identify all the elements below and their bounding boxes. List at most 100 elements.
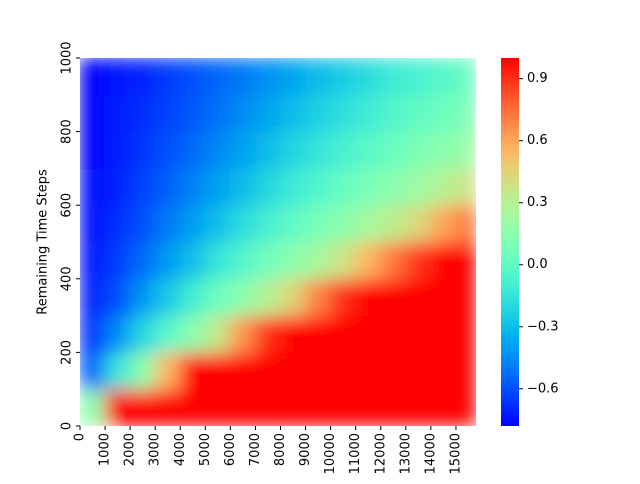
heatmap-cell xyxy=(380,204,407,243)
heatmap-cell xyxy=(355,204,382,243)
x-tick-label: 10000 xyxy=(323,433,338,474)
heatmap-cell xyxy=(204,388,231,426)
heatmap-cell xyxy=(380,351,407,390)
heatmap-cell xyxy=(380,388,407,426)
heatmap-cell xyxy=(229,388,256,426)
heatmap-cell xyxy=(405,315,432,353)
x-tick-label: 13000 xyxy=(398,433,413,474)
heatmap-cell xyxy=(305,278,332,317)
heatmap-cell xyxy=(405,204,432,243)
x-tick-label: 0 xyxy=(73,433,88,441)
heatmap-cell xyxy=(430,388,457,426)
heatmap-cell xyxy=(330,131,357,169)
heatmap-cell xyxy=(254,167,282,206)
heatmap-cell xyxy=(80,241,106,280)
y-tick-label: 600 xyxy=(60,193,75,218)
heatmap-cell xyxy=(280,58,307,96)
heatmap-cell xyxy=(129,241,156,280)
x-tick-label: 7000 xyxy=(248,433,263,466)
heatmap-cell xyxy=(355,388,382,426)
heatmap-cell xyxy=(355,315,382,353)
x-tick-label: 15000 xyxy=(448,433,463,474)
heatmap-cell xyxy=(154,351,181,390)
heatmap-cell xyxy=(455,204,476,243)
heatmap-cell xyxy=(455,241,476,280)
heatmap-cell xyxy=(405,58,432,96)
heatmap-cell xyxy=(104,131,131,169)
heatmap-cell xyxy=(154,167,181,206)
heatmap-cell xyxy=(129,315,156,353)
y-tick-label: 800 xyxy=(60,119,75,144)
heatmap-cell xyxy=(380,131,407,169)
heatmap-cell xyxy=(179,315,206,353)
heatmap-cell xyxy=(455,388,476,426)
heatmap-cell xyxy=(405,167,432,206)
y-tick-label: 0 xyxy=(60,422,75,430)
heatmap-cell xyxy=(430,94,457,133)
heatmap-cell xyxy=(179,204,206,243)
x-tick-label: 8000 xyxy=(273,433,288,466)
heatmap-cell xyxy=(154,315,181,353)
heatmap-cell xyxy=(430,58,457,96)
heatmap-cell xyxy=(129,204,156,243)
heatmap-cell xyxy=(254,388,282,426)
colorbar-tick-label: −0.6 xyxy=(527,381,559,396)
heatmap-cell xyxy=(229,204,256,243)
heatmap-cell xyxy=(280,204,307,243)
heatmap-cell xyxy=(430,351,457,390)
heatmap-cell xyxy=(204,167,231,206)
heatmap-cell xyxy=(80,131,106,169)
heatmap-cell xyxy=(204,131,231,169)
heatmap-cell xyxy=(254,241,282,280)
heatmap-cell xyxy=(330,315,357,353)
heatmap-cell xyxy=(455,94,476,133)
heatmap-cell xyxy=(254,204,282,243)
heatmap-cell xyxy=(154,204,181,243)
heatmap-cell xyxy=(179,351,206,390)
heatmap-cell xyxy=(305,351,332,390)
heatmap-cell xyxy=(229,278,256,317)
heatmap-cell xyxy=(405,278,432,317)
heatmap-cell xyxy=(154,58,181,96)
heatmap-cell xyxy=(330,58,357,96)
colorbar-tick-label: 0.9 xyxy=(527,71,548,86)
heatmap-cell xyxy=(80,167,106,206)
heatmap-cell xyxy=(179,131,206,169)
heatmap-cell xyxy=(280,241,307,280)
heatmap-cell xyxy=(104,58,131,96)
heatmap-cell xyxy=(405,388,432,426)
heatmap-cell xyxy=(80,315,106,353)
heatmap-cell xyxy=(380,241,407,280)
heatmap-cell xyxy=(280,278,307,317)
heatmap-cell xyxy=(280,131,307,169)
heatmap-cell xyxy=(254,315,282,353)
colorbar-tick-label: 0.0 xyxy=(527,257,548,272)
x-tick-label: 9000 xyxy=(298,433,313,466)
heatmap-cell xyxy=(129,351,156,390)
y-tick-label: 1000 xyxy=(60,41,75,74)
heatmap-cell xyxy=(254,351,282,390)
heatmap-cell xyxy=(80,58,106,96)
heatmap-cell xyxy=(104,388,131,426)
x-tick-label: 4000 xyxy=(173,433,188,466)
heatmap-cell xyxy=(80,94,106,133)
heatmap-cell xyxy=(204,58,231,96)
heatmap-cell xyxy=(129,58,156,96)
x-tick-label: 1000 xyxy=(98,433,113,466)
x-tick-label: 11000 xyxy=(348,433,363,474)
heatmap-cell xyxy=(129,94,156,133)
heatmap-cell xyxy=(154,241,181,280)
heatmap-cell xyxy=(355,241,382,280)
heatmap-cell xyxy=(229,131,256,169)
x-tick-label: 14000 xyxy=(423,433,438,474)
heatmap-cell xyxy=(430,131,457,169)
colorbar-tick-label: −0.3 xyxy=(527,319,559,334)
heatmap-cell xyxy=(154,388,181,426)
heatmap-cell xyxy=(380,167,407,206)
heatmap-cell xyxy=(305,131,332,169)
heatmap-cell xyxy=(204,204,231,243)
heatmap-cell xyxy=(330,388,357,426)
heatmap-cell xyxy=(355,167,382,206)
heatmap-cell xyxy=(204,241,231,280)
heatmap-cell xyxy=(104,94,131,133)
